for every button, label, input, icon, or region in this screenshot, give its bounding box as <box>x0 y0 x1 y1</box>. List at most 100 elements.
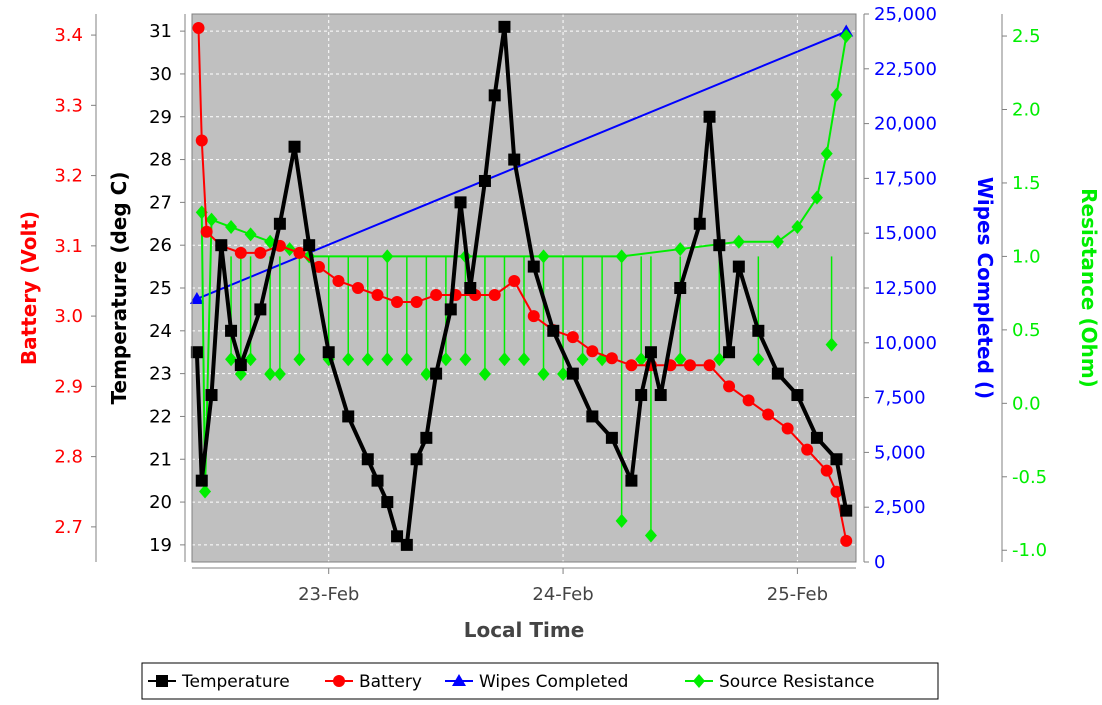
data-point <box>674 282 687 294</box>
series-layer <box>189 20 854 551</box>
temperature-tick-label: 24 <box>149 321 172 342</box>
plot-border <box>191 13 857 563</box>
data-point <box>537 366 550 381</box>
data-point <box>342 352 355 367</box>
data-point <box>840 534 853 547</box>
legend-swatch-marker <box>693 674 705 688</box>
wipes-tick-label: 0 <box>874 552 885 573</box>
data-point <box>615 513 628 528</box>
legend-label: Wipes Completed <box>479 672 628 692</box>
temperature-tick-label: 25 <box>149 278 172 299</box>
data-point <box>234 246 247 259</box>
resistance-tick-label: 0.5 <box>1012 320 1041 341</box>
data-point <box>684 359 696 372</box>
data-point <box>391 530 404 543</box>
temperature-tick-label: 21 <box>149 449 172 470</box>
data-point <box>342 410 355 423</box>
temperature-axis: 19 20 21 22 23 24 25 26 27 28 29 30 31 Temperature (d… <box>107 14 186 562</box>
battery-axis-title: Battery (Volt) <box>17 211 41 365</box>
data-point <box>723 346 736 359</box>
series-line <box>194 24 849 547</box>
data-point <box>830 453 843 466</box>
data-point <box>508 153 521 166</box>
data-point <box>605 431 618 444</box>
data-point <box>840 504 853 517</box>
data-point <box>825 337 838 352</box>
data-point <box>713 239 726 252</box>
data-point <box>771 234 784 249</box>
series-temperature <box>190 20 853 551</box>
data-point <box>371 289 384 302</box>
data-point <box>439 352 452 367</box>
data-point <box>488 89 501 102</box>
temperature-tick-label: 29 <box>149 107 172 128</box>
data-point <box>791 220 804 235</box>
series-battery <box>192 22 853 547</box>
data-point <box>644 528 657 543</box>
data-point <box>254 246 267 259</box>
data-point <box>410 453 423 466</box>
wipes-tick-label: 20,000 <box>874 114 937 135</box>
data-point <box>527 260 540 273</box>
data-point <box>605 352 618 365</box>
data-point <box>791 389 804 402</box>
data-point <box>192 22 205 35</box>
data-point <box>820 146 833 161</box>
data-point <box>303 239 316 252</box>
temperature-tick-label: 27 <box>149 192 172 213</box>
legend-item: Battery <box>325 672 422 692</box>
data-point <box>293 352 306 367</box>
data-point <box>332 274 345 287</box>
data-point <box>195 134 208 147</box>
wipes-tick-label: 10,000 <box>874 333 937 354</box>
plot-area <box>189 13 857 563</box>
legend-swatch-marker <box>156 675 168 687</box>
data-point <box>478 366 491 381</box>
temperature-tick-label: 26 <box>149 235 172 256</box>
data-point <box>381 496 394 509</box>
data-point <box>810 190 823 205</box>
data-point <box>635 389 648 402</box>
data-point <box>234 359 247 372</box>
data-point <box>703 110 716 123</box>
data-point <box>264 366 277 381</box>
temperature-tick-label: 23 <box>149 364 172 385</box>
data-point <box>430 289 443 302</box>
data-point <box>654 389 667 402</box>
data-point <box>288 140 301 153</box>
data-point <box>381 249 394 264</box>
temperature-axis-title: Temperature (deg C) <box>107 172 131 405</box>
data-point <box>215 239 228 252</box>
data-point <box>322 346 335 359</box>
data-point <box>801 443 814 456</box>
data-point <box>557 366 570 381</box>
battery-tick-label: 2.9 <box>54 376 83 397</box>
data-point <box>400 538 413 551</box>
data-point <box>713 352 726 367</box>
legend-item: Temperature <box>148 672 290 692</box>
wipes-axis-title: Wipes Completed () <box>973 177 997 399</box>
data-point <box>586 410 599 423</box>
x-tick-label: 25-Feb <box>767 584 828 605</box>
temperature-tick-label: 22 <box>149 406 172 427</box>
temperature-tick-label: 28 <box>149 150 172 171</box>
legend-item: Wipes Completed <box>445 672 628 692</box>
data-point <box>566 331 579 344</box>
data-point <box>478 174 491 187</box>
wipes-tick-label: 15,000 <box>874 223 937 244</box>
wipes-tick-label: 25,000 <box>874 4 937 25</box>
data-point <box>454 196 467 209</box>
data-point <box>444 303 457 316</box>
battery-axis: 2.7 2.8 2.9 3.0 3.1 3.2 3.3 3.4 Battery (Volt) <box>17 14 97 562</box>
data-point <box>205 389 218 402</box>
data-point <box>781 422 794 435</box>
data-point <box>703 359 716 372</box>
data-point <box>635 352 648 367</box>
legend-label: Source Resistance <box>719 672 874 692</box>
data-point <box>459 352 472 367</box>
data-point <box>464 282 477 294</box>
data-point <box>820 464 833 477</box>
resistance-axis: -1.0 -0.5 0.0 0.5 1.0 1.5 2.0 2.5 Resistance (Oh… <box>1001 14 1101 562</box>
data-point <box>810 431 823 444</box>
data-point <box>244 352 257 367</box>
